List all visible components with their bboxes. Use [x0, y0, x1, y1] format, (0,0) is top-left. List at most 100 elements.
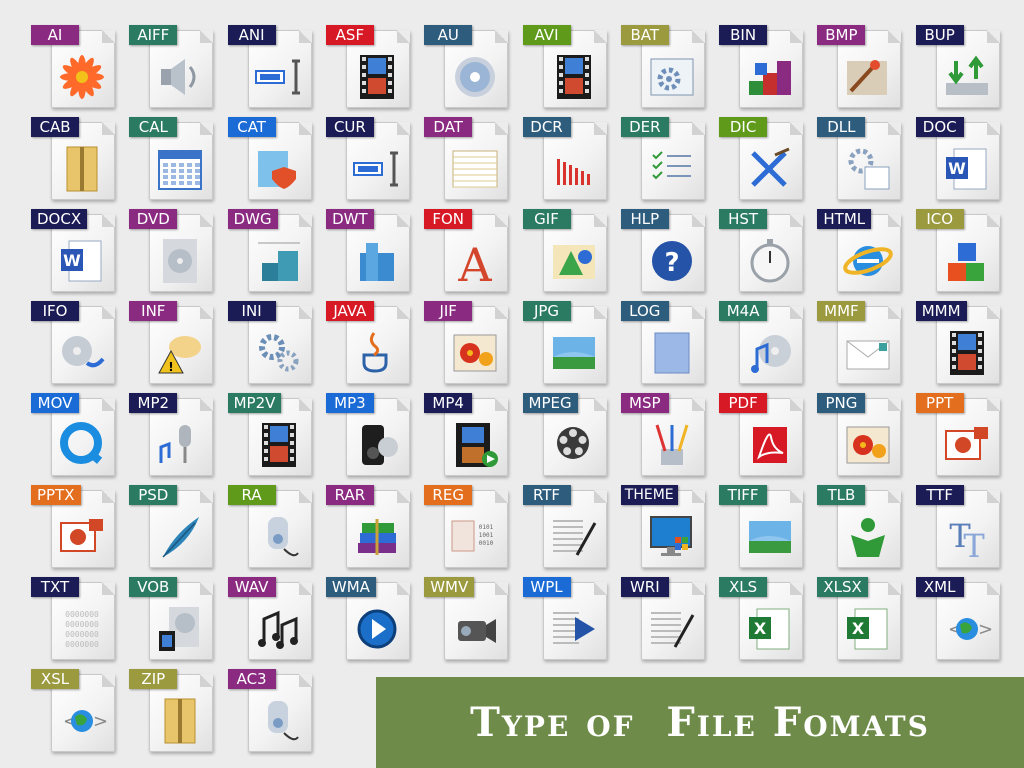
svg-text:X: X	[754, 619, 767, 638]
file-type-tile-wri: WRI	[620, 577, 705, 660]
file-type-tile-zip: ZIP	[129, 669, 214, 752]
envelope-icon	[843, 329, 893, 377]
file-extension-label: MP3	[325, 393, 374, 413]
file-type-tile-dwg: DWG	[227, 209, 312, 292]
file-type-tile-pdf: PDF	[719, 393, 804, 476]
file-type-tile-xsl: < > XSL	[31, 669, 115, 752]
file-extension-label: DCR	[522, 117, 571, 137]
paint-brush-icon	[843, 53, 893, 101]
file-extension-label: MP4	[424, 393, 473, 413]
film-reel-icon	[549, 421, 599, 469]
microphone-note-icon	[155, 421, 205, 469]
file-extension-label: M4A	[719, 301, 768, 321]
person-library-icon	[843, 513, 893, 561]
file-extension-label: THEME	[620, 485, 678, 505]
file-type-tile-dat: DAT	[424, 117, 509, 200]
file-type-tile-hlp: ? HLP	[620, 209, 705, 292]
bar-chart-icon	[549, 145, 599, 193]
checklist-icon	[647, 145, 697, 193]
media-player-icon	[254, 513, 304, 561]
file-extension-label: MMF	[817, 301, 866, 321]
svg-text:!: !	[169, 360, 174, 374]
word-icon: W	[942, 145, 992, 193]
pen-arrows-icon	[745, 145, 795, 193]
file-extension-label: HST	[719, 209, 768, 229]
windows-monitor-icon	[647, 513, 697, 561]
file-type-tile-asf: ASF	[325, 25, 410, 108]
quicktime-icon	[57, 421, 107, 469]
gear-window-icon	[647, 53, 697, 101]
excel-icon: X	[843, 605, 893, 653]
file-type-tile-mmm: MMM	[915, 301, 1000, 384]
speaker-icon	[155, 53, 205, 101]
text-cursor-icon	[352, 145, 402, 193]
file-extension-label: AIFF	[129, 25, 178, 45]
calendar-icon	[155, 145, 205, 193]
file-extension-label: DIC	[719, 117, 768, 137]
dvd-film-icon	[155, 605, 205, 653]
backup-drive-icon	[942, 53, 992, 101]
file-type-tile-java: JAVA	[325, 301, 410, 384]
file-type-tile-theme: THEME	[620, 485, 705, 568]
file-type-tile-tlb: TLB	[817, 485, 902, 568]
svg-text:X: X	[852, 619, 865, 638]
file-extension-label: TLB	[817, 485, 866, 505]
file-type-tile-bmp: BMP	[817, 25, 902, 108]
file-extension-label: MPEG	[522, 393, 578, 413]
file-type-tile-ra: RA	[227, 485, 312, 568]
file-extension-label: WMV	[424, 577, 475, 597]
file-type-tile-au: AU	[424, 25, 509, 108]
acrobat-icon	[745, 421, 795, 469]
cd-icon	[450, 53, 500, 101]
security-catalog-icon	[254, 145, 304, 193]
file-type-tile-wpl: WPL	[522, 577, 607, 660]
file-extension-label: DWT	[325, 209, 374, 229]
file-extension-label: HLP	[620, 209, 669, 229]
excel-icon: X	[745, 605, 795, 653]
file-type-tile-tiff: TIFF	[719, 485, 804, 568]
file-type-tile-aiff: AIFF	[129, 25, 214, 108]
file-type-tile-ai: AI	[31, 25, 115, 108]
file-extension-label: TXT	[31, 577, 79, 597]
file-type-tile-doc: W DOC	[915, 117, 1000, 200]
file-type-tile-mov: MOV	[31, 393, 115, 476]
file-type-tile-der: DER	[620, 117, 705, 200]
file-extension-label: MP2	[129, 393, 178, 413]
title-banner: Type of File Fomats	[376, 677, 1024, 768]
feather-icon	[155, 513, 205, 561]
cad-drawing-icon	[254, 237, 304, 285]
file-type-tile-dic: DIC	[719, 117, 804, 200]
svg-text:0000000: 0000000	[65, 620, 99, 629]
file-extension-label: CAB	[31, 117, 79, 137]
file-type-tile-pptx: PPTX	[31, 485, 115, 568]
file-extension-label: XLSX	[817, 577, 868, 597]
file-extension-label: MMM	[915, 301, 967, 321]
file-extension-label: PPTX	[31, 485, 81, 505]
file-extension-label: MSP	[620, 393, 669, 413]
file-extension-label: GIF	[522, 209, 571, 229]
file-type-tile-cal: CAL	[129, 117, 214, 200]
file-type-tile-mpeg: MPEG	[522, 393, 607, 476]
file-type-tile-msp: MSP	[620, 393, 705, 476]
music-notes-icon	[254, 605, 304, 653]
file-extension-label: JPG	[522, 301, 571, 321]
file-extension-label: RAR	[325, 485, 374, 505]
file-extension-label: CAL	[129, 117, 178, 137]
file-extension-label: ASF	[325, 25, 374, 45]
blocks-icon	[745, 53, 795, 101]
file-type-tile-docx: W DOCX	[31, 209, 115, 292]
film-play-icon	[450, 421, 500, 469]
help-question-icon: ?	[647, 237, 697, 285]
file-type-tile-ico: ICO	[915, 209, 1000, 292]
zip-folder-icon	[57, 145, 107, 193]
speech-bubble-warning-icon: !	[155, 329, 205, 377]
file-type-tile-dll: DLL	[817, 117, 902, 200]
paint-brushes-icon	[647, 421, 697, 469]
playlist-play-icon	[549, 605, 599, 653]
file-extension-label: FON	[424, 209, 473, 229]
file-extension-label: XLS	[719, 577, 768, 597]
file-extension-label: INF	[129, 301, 178, 321]
file-extension-label: WAV	[227, 577, 276, 597]
stopwatch-icon	[745, 237, 795, 285]
